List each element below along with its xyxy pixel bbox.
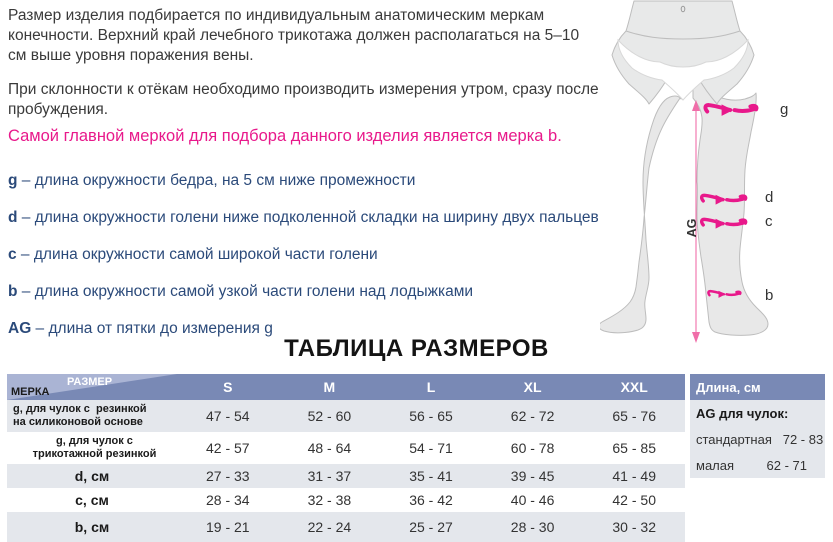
svg-text:g: g	[780, 101, 788, 118]
svg-text:c: c	[765, 213, 773, 230]
svg-text:b: b	[765, 287, 773, 304]
svg-text:AG: AG	[685, 219, 699, 238]
svg-text:d: d	[765, 189, 773, 206]
